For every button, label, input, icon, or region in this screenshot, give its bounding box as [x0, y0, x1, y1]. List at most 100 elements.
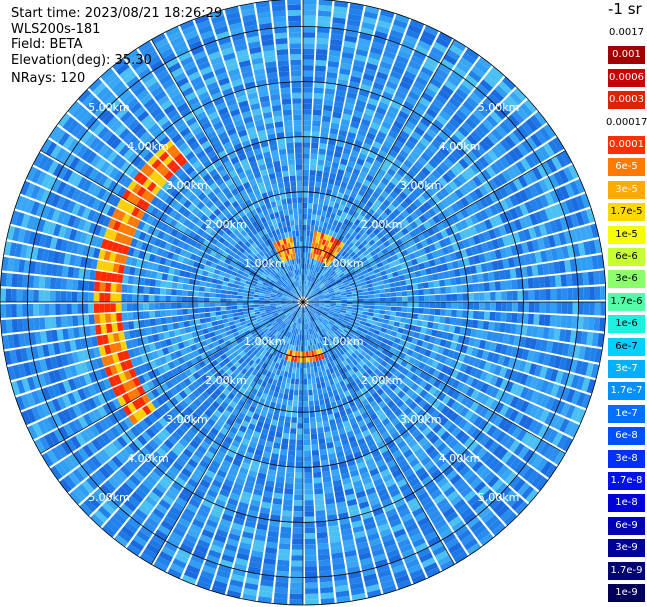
gate-cell	[555, 315, 562, 328]
gate-cell	[332, 156, 341, 164]
gate-cell	[274, 592, 288, 600]
gate-cell	[177, 315, 184, 322]
gate-cell	[303, 384, 308, 391]
gate-cell	[468, 293, 474, 301]
gate-cell	[347, 266, 354, 272]
gate-cell	[340, 181, 348, 189]
gate-cell	[560, 274, 567, 287]
gate-cell	[385, 297, 392, 302]
gate-cell	[550, 288, 557, 301]
gate-cell	[325, 273, 331, 279]
gate-cell	[576, 392, 586, 407]
gate-cell	[313, 304, 319, 307]
gate-cell	[533, 422, 544, 436]
gate-cell	[534, 302, 540, 313]
gate-cell	[491, 332, 499, 342]
gate-cell	[388, 335, 396, 342]
gate-cell	[298, 406, 303, 413]
gate-cell	[324, 216, 330, 224]
gate-cell	[394, 316, 401, 322]
gate-cell	[503, 512, 518, 526]
gate-cell	[565, 404, 576, 419]
gate-cell	[398, 257, 406, 264]
gate-cell	[349, 251, 356, 258]
gate-cell	[393, 337, 401, 344]
gate-cell	[373, 329, 381, 336]
gate-cell	[317, 159, 325, 166]
gate-cell	[505, 95, 519, 109]
gate-cell	[522, 172, 533, 186]
gate-cell	[415, 76, 429, 87]
gate-cell	[352, 296, 358, 299]
gate-cell	[520, 386, 530, 399]
gate-cell	[386, 459, 397, 469]
gate-cell	[320, 322, 326, 328]
gate-cell	[466, 319, 473, 328]
gate-cell	[446, 262, 454, 270]
gate-cell	[303, 76, 314, 82]
gate-cell	[334, 290, 341, 294]
gate-cell	[569, 423, 580, 438]
gate-cell	[379, 125, 390, 135]
gate-cell	[403, 159, 413, 169]
gate-cell	[345, 201, 353, 209]
gate-cell	[357, 419, 366, 428]
gate-cell	[378, 314, 385, 319]
gate-cell	[503, 223, 513, 235]
gate-cell	[378, 400, 387, 409]
gate-cell	[345, 263, 352, 270]
gate-cell	[486, 351, 495, 362]
gate-cell	[430, 489, 443, 500]
gate-cell	[303, 26, 316, 33]
gate-cell	[387, 483, 398, 493]
gate-cell	[564, 329, 572, 343]
gate-cell	[326, 235, 332, 242]
gate-cell	[329, 127, 339, 135]
gate-cell	[309, 406, 315, 412]
gate-cell	[357, 272, 364, 277]
gate-cell	[309, 264, 313, 270]
gate-cell	[455, 277, 462, 285]
gate-cell	[504, 471, 518, 485]
gate-cell	[364, 108, 375, 117]
gate-cell	[392, 271, 399, 278]
gate-cell	[346, 291, 352, 295]
gate-cell	[465, 346, 474, 356]
gate-cell	[324, 297, 331, 300]
gate-cell	[572, 287, 579, 300]
gate-cell	[450, 546, 465, 559]
gate-cell	[334, 370, 341, 378]
gate-cell	[303, 291, 306, 297]
gate-cell	[462, 100, 475, 113]
gate-cell	[517, 125, 530, 139]
gate-cell	[348, 355, 355, 362]
gate-cell	[303, 263, 305, 269]
gate-cell	[381, 177, 390, 186]
gate-cell	[499, 121, 512, 135]
gate-cell	[313, 298, 320, 301]
gate-cell	[327, 287, 334, 291]
gate-cell	[328, 138, 337, 146]
gate-cell	[335, 197, 342, 204]
gate-cell	[432, 215, 441, 224]
gate-cell	[232, 312, 239, 317]
gate-cell	[306, 225, 311, 231]
gate-cell	[400, 200, 409, 210]
gate-cell	[319, 329, 324, 336]
gate-cell	[396, 252, 404, 259]
gate-cell	[368, 308, 375, 313]
gate-cell	[586, 331, 594, 346]
gate-cell	[367, 257, 375, 263]
gate-cell	[337, 169, 345, 176]
gate-cell	[572, 302, 579, 315]
gate-cell	[381, 417, 391, 427]
gate-cell	[448, 97, 461, 109]
gate-cell	[441, 263, 449, 272]
gate-cell	[435, 457, 447, 468]
gate-cell	[160, 288, 166, 295]
gate-cell	[305, 334, 307, 341]
gate-cell	[413, 295, 419, 302]
gate-cell	[407, 115, 419, 126]
gate-cell	[369, 274, 377, 280]
gate-cell	[484, 340, 492, 351]
